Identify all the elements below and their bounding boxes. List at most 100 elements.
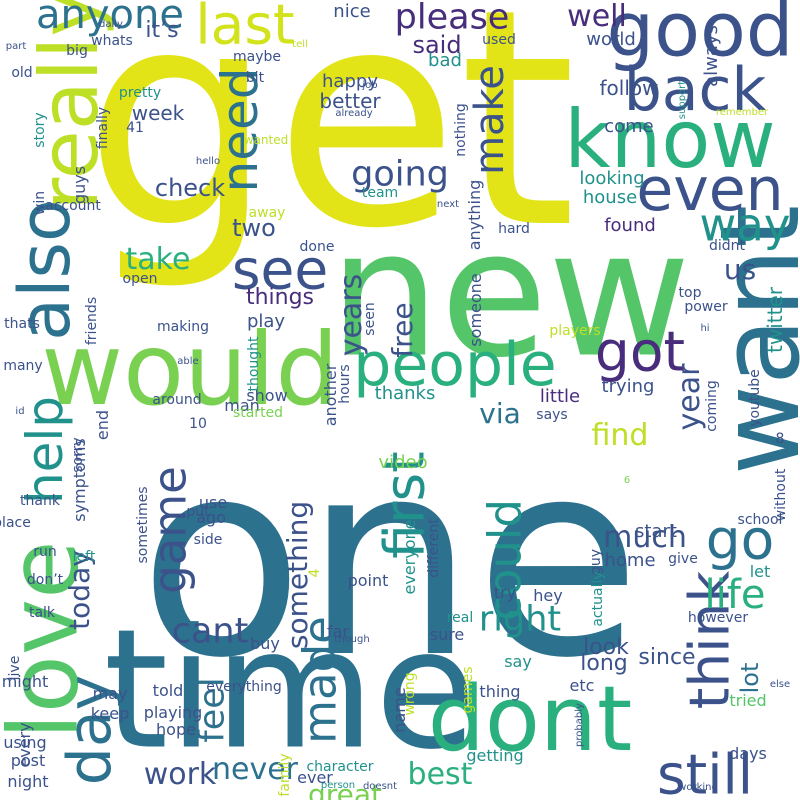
cloud-word: family xyxy=(277,753,293,797)
cloud-word: person xyxy=(320,780,356,791)
cloud-word: done xyxy=(299,239,335,255)
cloud-word: already xyxy=(335,108,373,119)
cloud-word: found xyxy=(604,215,656,236)
cloud-word: last xyxy=(195,0,295,57)
cloud-word: old xyxy=(11,65,33,81)
cloud-word: using xyxy=(3,733,47,752)
cloud-word: would xyxy=(41,311,339,428)
cloud-word: says xyxy=(536,407,568,423)
cloud-word: life xyxy=(704,572,766,618)
cloud-word: work xyxy=(143,757,217,792)
cloud-word: put xyxy=(186,504,210,520)
cloud-word: best xyxy=(407,757,473,792)
cloud-word: one xyxy=(138,402,642,717)
cloud-word: 10 xyxy=(189,416,207,432)
cloud-word: make xyxy=(467,65,513,175)
cloud-word: us xyxy=(723,253,757,286)
cloud-word: well xyxy=(567,0,627,34)
cloud-word: see xyxy=(231,237,329,302)
cloud-word: people xyxy=(353,330,557,400)
cloud-word: without xyxy=(773,468,789,522)
cloud-word: say xyxy=(504,652,532,671)
cloud-word: support xyxy=(677,80,688,120)
cloud-word: hey xyxy=(533,586,563,605)
cloud-word: nice xyxy=(333,1,371,22)
cloud-word: find xyxy=(591,418,649,453)
cloud-word: even xyxy=(636,155,784,225)
cloud-word: run xyxy=(33,544,57,560)
cloud-word: talk xyxy=(28,605,56,621)
cloud-word: told xyxy=(152,681,184,700)
cloud-word: hours xyxy=(337,364,353,404)
cloud-word: hope xyxy=(156,720,196,739)
cloud-word: right xyxy=(478,599,562,640)
cloud-word: doesnt xyxy=(362,781,398,792)
cloud-word: someone xyxy=(466,273,485,347)
cloud-word: youtube xyxy=(747,369,763,427)
cloud-word: bit xyxy=(245,70,265,86)
cloud-word: please xyxy=(394,0,510,38)
cloud-word: open xyxy=(122,271,158,287)
cloud-word: school xyxy=(737,512,783,528)
cloud-word: anything xyxy=(465,179,484,251)
cloud-word: happy xyxy=(322,71,378,92)
cloud-word: trying xyxy=(601,376,655,397)
cloud-word: thing xyxy=(479,682,521,701)
cloud-word: much xyxy=(603,520,687,555)
cloud-word: dont xyxy=(427,667,633,772)
cloud-word: finally xyxy=(95,106,111,150)
cloud-word: house xyxy=(582,187,638,208)
cloud-word: didnt xyxy=(708,238,746,254)
cloud-word: got xyxy=(594,319,686,384)
cloud-word: post xyxy=(10,751,46,770)
cloud-word: year xyxy=(672,363,707,431)
cloud-word: way xyxy=(699,198,791,252)
cloud-word: man xyxy=(224,396,260,415)
cloud-word: don’t xyxy=(26,572,64,588)
cloud-word: big xyxy=(66,43,88,59)
cloud-word: twitter xyxy=(763,287,787,353)
cloud-word: 6 xyxy=(623,475,631,486)
cloud-word: top xyxy=(678,285,702,301)
cloud-word: play xyxy=(246,311,286,332)
cloud-word: sorry xyxy=(70,437,86,473)
cloud-word: never xyxy=(211,752,299,787)
cloud-word: everyone xyxy=(400,519,419,595)
cloud-word: world xyxy=(586,29,636,50)
cloud-word: seen xyxy=(362,302,378,336)
cloud-word: place xyxy=(0,515,31,531)
cloud-word: pretty xyxy=(118,85,162,101)
cloud-word: long xyxy=(580,651,628,676)
cloud-word: hi xyxy=(700,323,710,334)
cloud-word: friends xyxy=(84,296,100,346)
cloud-word: great xyxy=(307,778,383,800)
cloud-word: playing xyxy=(143,703,203,722)
cloud-word: time xyxy=(103,593,477,786)
cloud-word: try xyxy=(493,583,517,602)
cloud-word: maybe xyxy=(232,49,282,65)
cloud-word: show xyxy=(246,386,288,405)
cloud-word: start xyxy=(635,521,677,542)
cloud-word: ago xyxy=(196,508,226,527)
cloud-word: look xyxy=(583,635,629,660)
cloud-word: tried xyxy=(729,691,767,710)
cloud-word: though xyxy=(334,634,370,645)
cloud-word: wrong xyxy=(402,672,418,716)
cloud-word: else xyxy=(769,679,791,690)
cloud-word: games xyxy=(460,666,476,714)
cloud-word: know xyxy=(564,93,776,186)
cloud-word: next xyxy=(436,199,460,210)
cloud-word: wanted xyxy=(243,133,289,147)
cloud-word: able xyxy=(177,356,199,367)
cloud-word: days xyxy=(729,744,767,763)
cloud-word: id xyxy=(15,406,25,417)
cloud-word: always xyxy=(701,25,722,87)
cloud-word: sure xyxy=(429,625,465,644)
cloud-word: let xyxy=(749,562,771,581)
cloud-word: thought xyxy=(246,336,262,392)
cloud-word: home xyxy=(604,550,656,571)
cloud-word: going xyxy=(351,154,449,195)
cloud-word: help xyxy=(16,395,74,505)
cloud-word: it’s xyxy=(145,18,179,43)
cloud-word: away xyxy=(248,205,286,221)
